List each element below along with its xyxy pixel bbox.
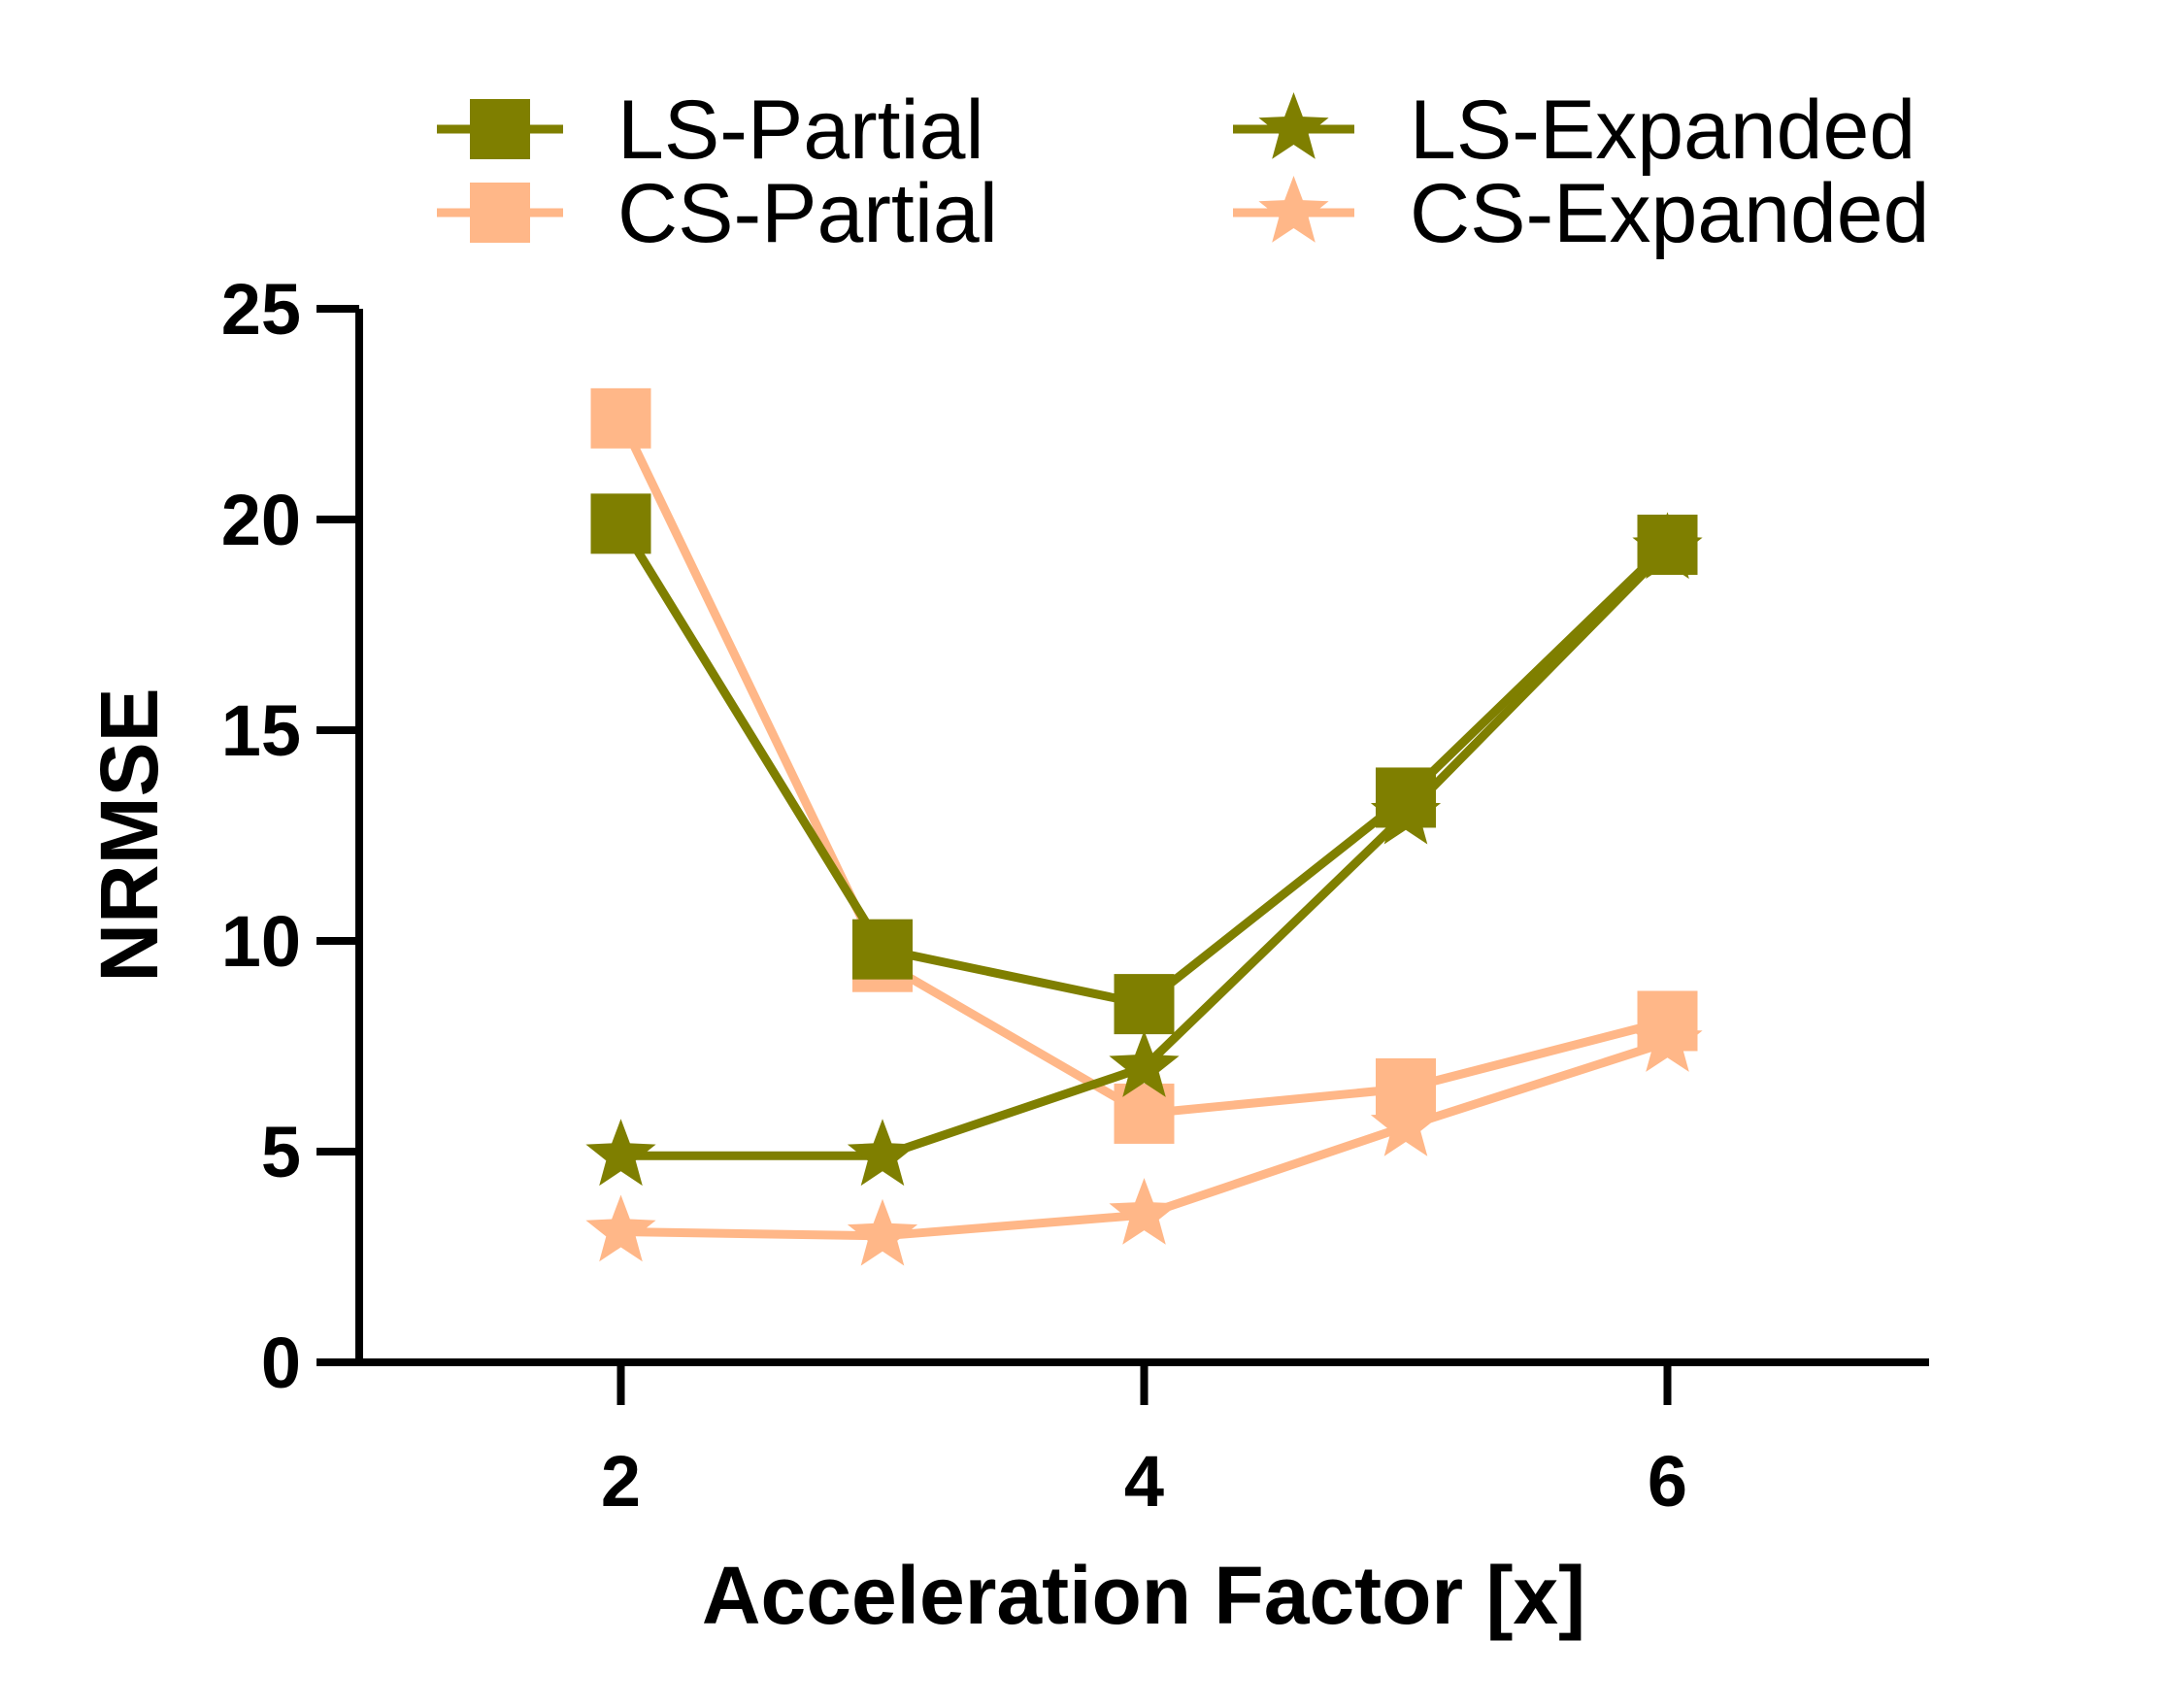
data-point-cs-partial [1114, 1083, 1175, 1144]
legend-label: CS-Expanded [1410, 167, 1929, 260]
legend-label: LS-Expanded [1410, 84, 1915, 177]
data-point-ls-partial [590, 493, 651, 554]
legend-item-cs-partial: CS-Partial [437, 167, 998, 260]
y-tick-label: 20 [221, 480, 301, 560]
data-point-cs-partial [590, 387, 651, 449]
data-point-cs-partial [1376, 1057, 1436, 1119]
data-point-cs-partial [1637, 990, 1698, 1052]
legend-item-ls-partial: LS-Partial [437, 84, 984, 177]
data-point-ls-expanded [847, 1119, 918, 1187]
series-line-ls-partial [616, 520, 1671, 1009]
y-tick-label: 10 [221, 901, 301, 982]
data-point-cs-expanded [1109, 1178, 1180, 1245]
legend-label: CS-Partial [617, 167, 998, 260]
series-ls-partial [590, 493, 1698, 1035]
data-point-cs-expanded [1370, 1089, 1442, 1156]
legend-label: LS-Partial [617, 84, 984, 177]
data-point-cs-expanded [585, 1194, 656, 1262]
legend-item-cs-expanded: CS-Expanded [1233, 167, 1929, 260]
y-tick-label: 5 [261, 1112, 301, 1192]
y-tick-label: 25 [221, 269, 301, 350]
legend-swatch-marker [1258, 92, 1329, 159]
data-point-ls-partial [852, 919, 913, 980]
x-tick-label: 2 [601, 1441, 641, 1522]
x-ticks: 2 4 6 [601, 1362, 1687, 1522]
y-tick-label: 15 [221, 690, 301, 771]
y-ticks: 0 5 10 15 20 25 [221, 269, 359, 1403]
data-point-cs-expanded [847, 1198, 918, 1266]
legend-item-ls-expanded: LS-Expanded [1233, 84, 1915, 177]
data-point-ls-partial [1114, 974, 1175, 1035]
legend-swatch-marker [1258, 176, 1329, 243]
x-axis-title: Acceleration Factor [x] [702, 1550, 1585, 1641]
legend-swatch-marker [470, 99, 530, 159]
data-point-ls-expanded [585, 1119, 656, 1187]
x-tick-label: 4 [1124, 1441, 1164, 1522]
y-tick-label: 0 [261, 1323, 301, 1403]
y-axis-title: NRMSE [83, 687, 175, 982]
x-tick-label: 6 [1648, 1441, 1687, 1522]
data-point-ls-expanded [1109, 1030, 1180, 1097]
legend-swatch-marker [470, 183, 530, 243]
axes: 0 5 10 15 20 25 2 4 6 Acceleration Factor [x] N… [83, 269, 1929, 1641]
data-point-ls-partial [1376, 767, 1436, 828]
series-group [585, 387, 1703, 1266]
data-point-ls-partial [1637, 515, 1698, 576]
